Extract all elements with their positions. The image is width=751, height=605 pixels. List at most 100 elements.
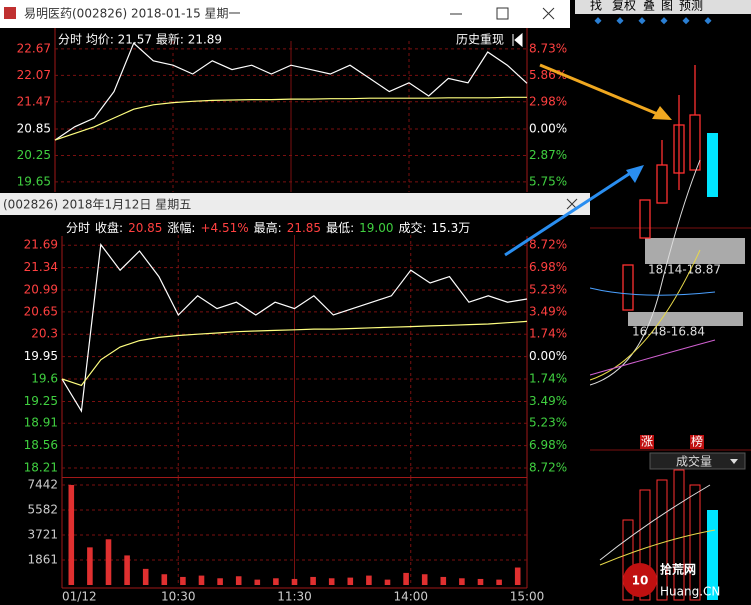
candle [707,133,718,197]
zone-label: 16.48-16.84 [632,325,705,339]
tab[interactable]: 图 [661,0,673,13]
watermark-url: Huang.CN [660,585,720,599]
y-tick-label: 3721 [27,527,58,541]
header-part: 19.00 [359,221,393,235]
tab[interactable]: 找 [590,0,602,13]
header-part: 成交: [398,220,426,235]
volume-bar [254,579,261,585]
pct-label: 8.72% [529,461,567,475]
volume-bar [347,577,354,585]
volume-bar [403,572,409,585]
bottom-window: (002826) 2018年1月12日 星期五 分时 收盘: 20.85 涨幅: +4.… [0,193,590,605]
volume-bar [68,484,75,585]
tab[interactable]: 预测 [679,0,703,13]
chart-header: 分时 收盘: 20.85 涨幅: +4.51% 最高: 21.85 最低: 19.00 成交: 15… [66,220,470,235]
y-tick-label: 21.34 [24,260,58,274]
y-tick-label: 19.95 [24,349,58,363]
volume-bar [198,575,205,585]
ma-line [599,484,711,561]
badge[interactable] [640,435,654,449]
volume-bar [707,510,718,600]
pct-label: 8.72% [529,238,567,252]
title-bar [0,193,590,215]
y-tick-label: 18.21 [24,461,58,475]
pct-label: 0.00% [529,349,567,363]
pct-label: 3.49% [529,304,567,318]
y-tick-label: 20.99 [24,283,58,297]
y-tick-label: 19.6 [31,372,58,386]
y-tick-label: 19.25 [24,394,58,408]
dropdown-arrow [730,459,738,464]
y-tick-label: 19.65 [17,174,51,188]
watermark-number: 10 [632,574,649,588]
watermark-logo [623,563,657,597]
replay-button[interactable]: 历史重现 [456,33,504,47]
header-part: 15.3万 [432,221,471,235]
close[interactable] [542,7,555,20]
badge[interactable] [690,435,704,449]
volume-bars [622,469,701,601]
volume-bar [105,539,112,585]
ma-line [589,159,701,386]
pct-label: 6.98% [529,438,567,452]
x-tick-label: 11:30 [277,590,312,604]
app-icon [4,7,16,19]
header-part: 分时 [66,221,90,235]
window-title: (002826) 2018年1月12日 星期五 [3,198,191,212]
y-tick-label: 21.69 [24,238,58,252]
header-part: 收盘: [95,220,123,235]
header-part: 涨幅: [167,220,195,235]
volume-bar [217,578,223,585]
title-bar [0,0,570,28]
pct-label: 1.74% [529,327,567,341]
volume-bar [440,576,447,585]
arrow-head [652,106,672,120]
header-part: 20.85 [128,221,162,235]
chart-header: 分时 均价: 21.57 最新: 21.89 [58,32,222,47]
x-tick-label: 10:30 [161,590,196,604]
pct-label: 2.87% [529,148,567,162]
x-tick-label: 14:00 [393,590,428,604]
badge-text: 涨 [641,434,653,449]
markers [594,17,712,25]
price-line [54,42,528,141]
y-tick-label: 22.67 [17,41,51,55]
y-tick-label: 1861 [27,552,58,566]
volume-bar [384,579,391,585]
watermark-title: 拾荒网 [660,562,696,577]
maximize[interactable] [496,7,509,20]
volume-bar [477,578,484,585]
volume-bar [459,578,465,585]
y-tick-label: 20.85 [17,122,51,136]
badge-text: 榜 [691,434,703,449]
zone-box [628,312,743,326]
ma-line [589,339,716,376]
tab-bar [575,0,751,14]
volume-bar [514,567,521,585]
volume-bar [161,574,168,585]
header-part: 21.85 [287,221,321,235]
volume-bar [496,579,502,585]
price-line [54,96,527,141]
tab[interactable]: 叠 [643,0,655,13]
candles [622,65,701,311]
y-tick-label: 21.47 [17,94,51,108]
dropdown[interactable] [649,452,746,470]
pct-label: 2.98% [529,94,567,108]
y-tick-label: 20.25 [17,148,51,162]
tab[interactable]: 复权 [612,0,636,13]
volume-bar [142,568,149,585]
replay-icon[interactable] [512,32,523,48]
pct-label: 0.00% [529,122,567,136]
y-tick-label: 7442 [27,477,58,491]
volume-bar [366,575,372,585]
arrow [504,170,633,257]
header-part: +4.51% [200,221,248,235]
dropdown-text: 成交量 [676,454,712,469]
price-line [61,320,528,387]
volume-bar [235,576,242,585]
y-tick-label: 22.07 [17,68,51,82]
volume-bar [273,578,279,585]
pct-label: 8.73% [529,41,567,55]
